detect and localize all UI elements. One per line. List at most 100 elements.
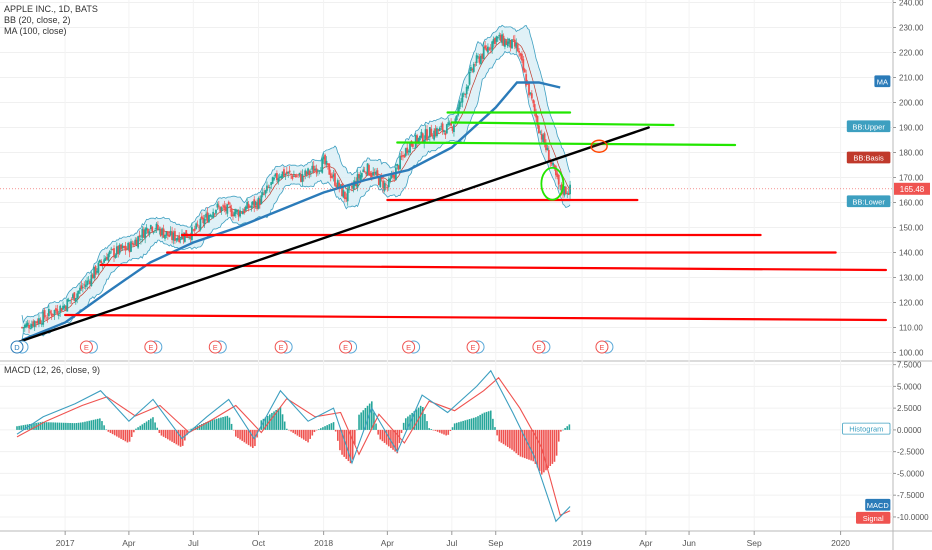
histogram-bar: [411, 412, 413, 430]
candle-body: [191, 227, 193, 241]
histogram-bar: [145, 421, 148, 430]
histogram-bar: [330, 423, 333, 430]
candle-body: [198, 226, 200, 228]
candle-body: [118, 244, 121, 254]
price-tick-label: 150.00: [899, 224, 924, 233]
candle-body: [346, 188, 349, 202]
histogram-bar: [494, 427, 496, 430]
candle-body: [426, 129, 428, 141]
candle-body: [23, 325, 26, 328]
candle-body: [239, 210, 241, 217]
histogram-bar: [364, 408, 367, 430]
histogram-bar: [475, 417, 477, 430]
histogram-bar: [211, 419, 214, 430]
histogram-bar: [370, 401, 373, 430]
candle-body: [157, 224, 159, 230]
histogram-bar: [173, 429, 176, 444]
candle-body: [457, 107, 460, 116]
candle-body: [295, 176, 298, 178]
candle-body: [504, 40, 506, 47]
candle-body: [155, 223, 158, 230]
histogram-bar: [228, 417, 231, 430]
histogram-bar: [324, 426, 326, 430]
histogram-bar: [139, 425, 142, 430]
candle-body: [292, 175, 295, 177]
histogram-bar: [237, 429, 239, 439]
candle-body: [545, 143, 547, 151]
histogram-bar: [566, 426, 569, 430]
histogram-bar: [122, 429, 125, 441]
candle-body: [307, 168, 309, 175]
candle-body: [186, 236, 189, 238]
time-tick-label: Jul: [188, 538, 199, 548]
candle-body: [351, 186, 353, 188]
histogram-bar: [20, 425, 23, 430]
histogram-bar: [424, 414, 426, 430]
resistance-line: [450, 121, 675, 127]
candle-body: [50, 313, 53, 317]
candle-body: [501, 34, 503, 44]
candle-body: [171, 231, 173, 240]
macd-legend: MACD (12, 26, close, 9): [4, 365, 100, 376]
candle-body: [132, 244, 135, 246]
candle-body: [362, 169, 365, 173]
resistance-line: [396, 141, 737, 147]
histogram-bar: [305, 429, 307, 442]
histogram-bar: [298, 429, 301, 437]
histogram-bar: [184, 429, 186, 441]
candle-body: [447, 122, 450, 126]
candle-body: [387, 178, 390, 188]
candle-body: [140, 238, 142, 240]
candle-body: [107, 254, 110, 261]
candle-body: [242, 211, 244, 215]
histogram-bar: [226, 415, 229, 430]
time-tick-label: 2018: [314, 538, 333, 548]
candle-body: [147, 228, 149, 234]
histogram-bar: [311, 429, 314, 436]
histogram-bar: [519, 429, 522, 457]
candle-body: [525, 74, 528, 86]
candle-body: [335, 185, 338, 188]
candle-body: [343, 191, 346, 199]
histogram-bar: [28, 424, 31, 430]
histogram-bar: [84, 421, 86, 430]
axis-badge-ma-bg: [874, 75, 891, 88]
histogram-bar: [177, 429, 180, 446]
histogram-bar: [96, 418, 99, 430]
histogram-bar: [498, 429, 501, 442]
histogram-bar: [65, 422, 67, 430]
candle-body: [176, 237, 179, 241]
candle-body: [217, 205, 220, 207]
candle-body: [311, 165, 314, 170]
candle-body: [494, 37, 496, 44]
candle-body: [281, 171, 284, 178]
histogram-bar: [124, 429, 127, 442]
axis-badge-histogram: Histogram: [849, 425, 883, 434]
candle-body: [396, 163, 399, 167]
candle-body: [547, 149, 550, 162]
histogram-bar: [43, 421, 46, 430]
macd-tick-label: -10.0000: [897, 513, 929, 522]
candle-body: [240, 212, 243, 214]
candle-body: [359, 174, 362, 181]
histogram-bar: [511, 429, 513, 450]
candle-body: [137, 236, 139, 248]
candle-body: [253, 199, 256, 208]
candle-body: [328, 163, 331, 175]
candle-body: [219, 206, 222, 212]
event-marker: [595, 340, 609, 354]
candle-body: [244, 206, 247, 211]
histogram-bar: [326, 425, 328, 430]
histogram-bar: [22, 425, 25, 430]
price-tick-label: 210.00: [899, 74, 924, 83]
histogram-bar: [16, 426, 18, 430]
candle-body: [502, 35, 505, 46]
candle-body: [111, 249, 114, 250]
histogram-bar: [245, 429, 248, 444]
event-marker: [208, 340, 222, 354]
price-tick-label: 200.00: [899, 99, 924, 108]
time-tick-label: 2019: [573, 538, 592, 548]
histogram-bar: [75, 423, 78, 430]
candle-body: [36, 320, 39, 324]
